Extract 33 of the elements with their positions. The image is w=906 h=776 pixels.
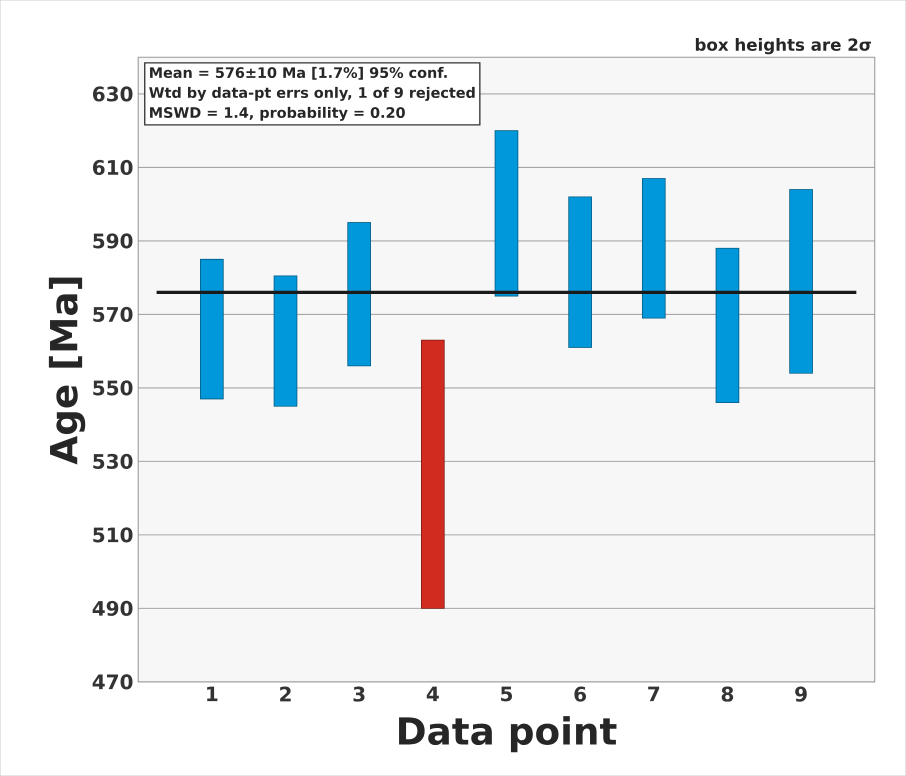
x-axis-title: Data point: [399, 716, 616, 752]
y-tick-label: 490: [92, 600, 133, 616]
bar: [421, 340, 445, 609]
annotation: MSWD = 1.4, probability = 0.20: [150, 106, 405, 121]
y-tick-label: 590: [93, 233, 133, 248]
y-tick-label: 610: [92, 160, 133, 175]
bar: [200, 258, 224, 400]
y-tick-label: 530: [93, 454, 133, 469]
y-tick-label: 550: [93, 380, 133, 396]
x-tick-label: 7: [648, 686, 660, 702]
x-tick-label: 4: [426, 686, 439, 702]
x-tick-label: 2: [280, 686, 291, 702]
y-tick-label: 510: [93, 527, 133, 542]
bar: [494, 130, 518, 296]
y-tick-label: 630: [92, 86, 133, 102]
bar: [274, 275, 298, 407]
bar: [716, 248, 740, 403]
y-tick-label: 470: [92, 674, 133, 690]
x-tick-label: 6: [574, 686, 586, 702]
x-tick-label: 8: [722, 686, 734, 702]
x-tick-label: 9: [795, 686, 807, 702]
x-tick-label: 1: [207, 686, 218, 702]
y-tick-label: 570: [93, 306, 133, 322]
bar: [642, 178, 666, 318]
bar: [347, 222, 371, 366]
annotation: Wtd by data-pt errs only, 1 of 9 rejected: [149, 86, 475, 101]
bar: [568, 196, 592, 348]
x-tick-label: 5: [501, 686, 512, 702]
annotation: Mean = 576±10 Ma [1.7%] 95% conf.: [150, 66, 447, 80]
x-tick-label: 3: [354, 686, 365, 702]
y-axis-title: Age [Ma]: [48, 278, 86, 464]
text: box heights are 2σ: [696, 38, 871, 54]
bar: [789, 189, 813, 374]
